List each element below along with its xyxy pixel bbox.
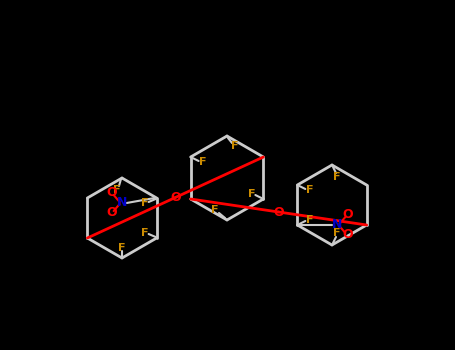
Text: F: F bbox=[141, 228, 148, 238]
Text: N: N bbox=[332, 218, 343, 231]
Text: F: F bbox=[306, 215, 313, 225]
Text: F: F bbox=[211, 205, 219, 215]
Text: F: F bbox=[306, 185, 313, 195]
Text: F: F bbox=[333, 172, 341, 182]
Text: O: O bbox=[273, 205, 284, 218]
Text: F: F bbox=[141, 198, 148, 208]
Text: F: F bbox=[113, 185, 121, 195]
Text: N: N bbox=[116, 196, 127, 210]
Text: O: O bbox=[106, 206, 117, 219]
Text: O: O bbox=[106, 187, 117, 199]
Text: O: O bbox=[342, 209, 353, 222]
Text: O: O bbox=[342, 229, 353, 241]
Text: F: F bbox=[248, 189, 255, 199]
Text: F: F bbox=[231, 141, 239, 151]
Text: F: F bbox=[118, 243, 126, 253]
Text: O: O bbox=[170, 191, 181, 204]
Text: F: F bbox=[333, 228, 341, 238]
Text: F: F bbox=[199, 157, 207, 167]
